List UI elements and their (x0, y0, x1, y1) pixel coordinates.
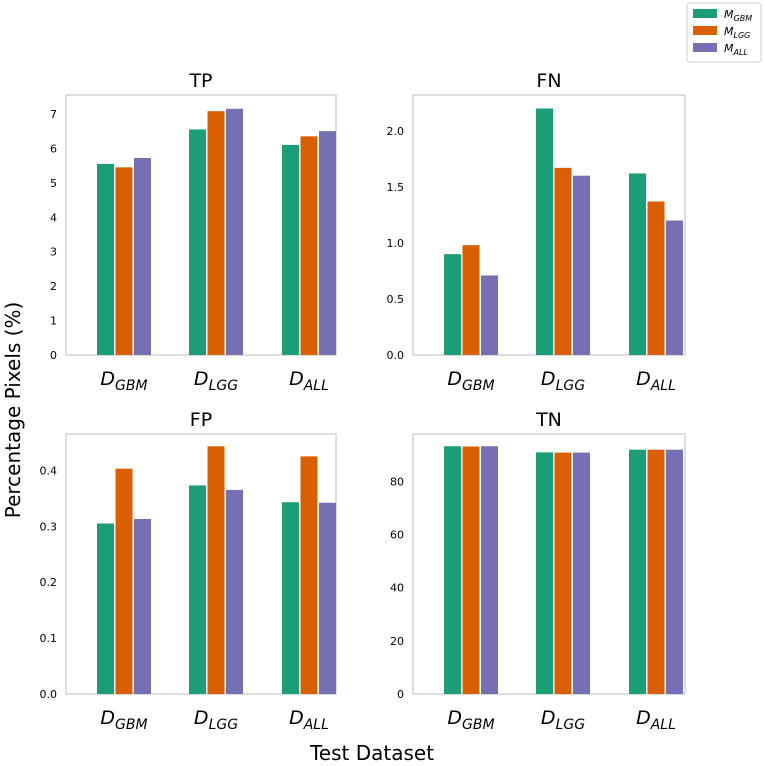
panel-title: TP (188, 70, 212, 92)
y-tick-label: 0.0 (387, 349, 405, 362)
bar-m-lgg-lgg (207, 446, 225, 694)
bar-m-all-lgg (573, 175, 590, 355)
bar-m-all-lgg (226, 108, 243, 355)
bar-m-all-lgg (573, 452, 590, 694)
y-tick-label: 40 (390, 582, 404, 595)
bar-m-lgg-all (647, 449, 665, 694)
x-category-label: DALL (636, 707, 676, 733)
y-tick-label: 0.2 (40, 576, 58, 589)
bar-m-lgg-all (300, 456, 318, 694)
bar-m-gbm-all (629, 173, 646, 355)
bar-m-lgg-lgg (554, 452, 572, 694)
bar-m-all-gbm (134, 158, 151, 355)
bar-m-all-all (666, 220, 683, 355)
legend-label-gbm: MGBM (724, 8, 752, 23)
bar-m-all-gbm (134, 518, 151, 694)
y-tick-label: 0 (50, 349, 57, 362)
y-axis-label: Percentage Pixels (%) (1, 302, 25, 519)
y-tick-label: 80 (390, 475, 404, 488)
panel-fp: FP 0.0 0.1 0.2 0.3 0.4 DGBM DLGG DALL (40, 409, 337, 733)
bar-m-lgg-gbm (115, 167, 133, 355)
bar-m-all-all (666, 449, 683, 694)
bar-m-lgg-gbm (115, 468, 133, 694)
bar-m-lgg-gbm (462, 245, 480, 355)
bar-m-lgg-all (300, 136, 318, 355)
x-category-label: DLGG (541, 368, 585, 394)
y-tick-label: 1 (50, 315, 57, 328)
bar-m-gbm-all (282, 502, 299, 694)
bar-m-all-all (319, 502, 336, 694)
legend-label-all: MALL (724, 42, 748, 57)
panel-title: FP (190, 409, 212, 431)
y-tick-label: 7 (50, 108, 57, 121)
legend-swatch-lgg (693, 26, 717, 35)
x-category-label: DALL (289, 368, 329, 394)
bar-m-lgg-lgg (554, 167, 572, 355)
bar-m-all-gbm (481, 446, 498, 694)
panel-tp: TP 0 1 2 3 4 5 6 7 DGBM DLGG DALL (50, 70, 337, 394)
x-axis-label: Test Dataset (309, 741, 434, 765)
bar-m-all-lgg (226, 489, 243, 694)
y-tick-label: 20 (390, 635, 404, 648)
legend-swatch-all (693, 43, 717, 52)
bar-m-gbm-lgg (536, 108, 553, 355)
y-tick-label: 0.4 (40, 464, 58, 477)
panel-title: TN (535, 409, 562, 431)
y-tick-label: 60 (390, 528, 404, 541)
x-category-label: DGBM (100, 368, 147, 394)
panel-title: FN (536, 70, 561, 92)
y-tick-label: 0.5 (387, 293, 405, 306)
bar-m-gbm-all (282, 144, 299, 355)
bar-m-gbm-gbm (444, 446, 461, 694)
bar-m-gbm-all (629, 449, 646, 694)
bar-m-gbm-gbm (97, 523, 114, 694)
bar-m-gbm-lgg (189, 485, 206, 694)
legend: MGBM MLGG MALL (686, 2, 762, 63)
x-category-label: DGBM (447, 368, 494, 394)
x-category-label: DALL (289, 707, 329, 733)
y-tick-label: 4 (50, 211, 57, 224)
legend-swatch-gbm (693, 9, 717, 18)
x-category-label: DLGG (541, 707, 585, 733)
bar-m-gbm-gbm (444, 254, 461, 355)
y-tick-label: 2 (50, 280, 57, 293)
x-category-label: DGBM (447, 707, 494, 733)
bar-m-gbm-lgg (189, 129, 206, 355)
panel-fn: FN 0.0 0.5 1.0 1.5 2.0 DGBM DLGG DALL (387, 70, 686, 394)
x-category-label: DLGG (194, 707, 238, 733)
bar-m-lgg-all (647, 201, 665, 355)
bar-m-all-gbm (481, 275, 498, 355)
y-tick-label: 0 (397, 688, 404, 701)
bar-m-all-all (319, 131, 336, 355)
bar-m-lgg-lgg (207, 111, 225, 356)
y-tick-label: 2.0 (387, 125, 405, 138)
bar-m-lgg-gbm (462, 446, 480, 694)
x-category-label: DALL (636, 368, 676, 394)
panel-tn: TN 0 20 40 60 80 DGBM DLGG DALL (390, 409, 686, 733)
y-tick-label: 0.1 (40, 632, 58, 645)
y-tick-label: 6 (50, 142, 57, 155)
x-category-label: DGBM (100, 707, 147, 733)
y-tick-label: 0.0 (40, 688, 58, 701)
x-category-label: DLGG (194, 368, 238, 394)
y-tick-label: 0.3 (40, 520, 58, 533)
legend-label-lgg: MLGG (724, 25, 750, 40)
bar-m-gbm-lgg (536, 452, 553, 694)
y-tick-label: 3 (50, 246, 57, 259)
bar-m-gbm-gbm (97, 163, 114, 355)
y-tick-label: 5 (50, 177, 57, 190)
y-tick-label: 1.5 (387, 181, 405, 194)
chart-panels: TP 0 1 2 3 4 5 6 7 DGBM DLGG DALL FN 0.0 0.5 1.0 1.5 2.0 D… (40, 70, 686, 733)
y-tick-label: 1.0 (387, 237, 405, 250)
